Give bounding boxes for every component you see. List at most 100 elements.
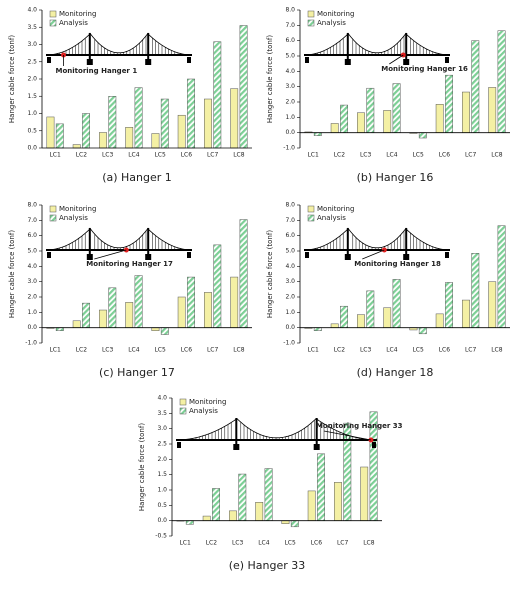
y-tick-label: 0.0	[27, 324, 37, 331]
abutment	[305, 57, 309, 63]
x-tick-label: LC2	[334, 152, 346, 159]
x-tick-label: LC6	[439, 347, 451, 354]
abutment	[187, 252, 191, 258]
bar	[462, 300, 469, 328]
bar	[393, 84, 400, 133]
bar	[334, 482, 341, 520]
bar	[214, 245, 221, 328]
y-tick-label: 2.0	[27, 294, 37, 301]
y-tick-label: 3.0	[285, 278, 295, 285]
bar	[56, 328, 63, 331]
y-axis-label: Hanger cable force (tonf)	[266, 230, 274, 318]
y-tick-label: 0.0	[157, 517, 167, 524]
x-tick-label: LC6	[181, 347, 193, 354]
y-tick-label: 8.0	[285, 202, 295, 209]
bar	[340, 306, 347, 327]
y-tick-label: 6.0	[285, 232, 295, 239]
annotation: Monitoring Hanger 33	[316, 422, 403, 430]
annotation: Monitoring Hanger 18	[354, 260, 441, 268]
annotation: Monitoring Hanger 1	[56, 67, 138, 75]
legend-label: Analysis	[317, 214, 346, 222]
figure: 0.00.51.01.52.02.53.03.54.0Hanger cable …	[0, 0, 517, 598]
y-tick-label: 2.0	[27, 76, 37, 83]
panel-caption: (b) Hanger 16	[357, 171, 434, 184]
bar	[56, 124, 63, 148]
y-tick-label: 4.0	[27, 7, 37, 14]
main-cable	[46, 228, 192, 250]
chart-panel: -1.00.01.02.03.04.05.06.07.08.0Hanger ca…	[266, 7, 510, 185]
y-tick-label: 0.0	[285, 324, 295, 331]
bar	[214, 42, 221, 148]
bar	[265, 469, 272, 521]
y-tick-label: 4.0	[157, 395, 167, 402]
bar	[331, 324, 338, 328]
legend-label: Monitoring	[59, 10, 96, 18]
bar	[256, 502, 263, 520]
bar	[109, 288, 116, 328]
main-cable	[304, 33, 450, 55]
legend-label: Analysis	[317, 19, 346, 27]
pier	[233, 444, 239, 450]
bar	[340, 105, 347, 133]
y-tick-label: -0.5	[155, 533, 167, 540]
bar	[393, 279, 400, 327]
bar	[161, 328, 168, 335]
y-tick-label: 1.0	[285, 309, 295, 316]
panel-caption: (a) Hanger 1	[102, 171, 172, 184]
bar	[186, 521, 193, 525]
legend-swatch	[180, 399, 186, 405]
bar	[317, 454, 324, 521]
y-tick-label: 1.0	[27, 110, 37, 117]
y-axis-label: Hanger cable force (tonf)	[8, 230, 16, 318]
y-tick-label: 4.0	[285, 68, 295, 75]
bar	[82, 114, 89, 149]
abutment	[305, 252, 309, 258]
y-tick-label: 5.0	[285, 53, 295, 60]
main-cable	[304, 228, 450, 250]
bar	[462, 92, 469, 133]
y-tick-label: 2.0	[285, 99, 295, 106]
bar	[419, 328, 426, 334]
bar	[498, 226, 505, 328]
x-tick-label: LC4	[258, 540, 270, 547]
abutment	[187, 57, 191, 63]
bar	[436, 104, 443, 132]
y-tick-label: 0.5	[27, 127, 37, 134]
bar	[99, 310, 106, 328]
bar	[135, 276, 142, 328]
y-tick-label: 5.0	[27, 248, 37, 255]
x-tick-label: LC5	[154, 347, 166, 354]
bar	[331, 123, 338, 132]
x-tick-label: LC1	[49, 152, 61, 159]
x-tick-label: LC4	[386, 347, 398, 354]
y-tick-label: 0.0	[27, 145, 37, 152]
x-tick-label: LC4	[128, 152, 140, 159]
legend-label: Monitoring	[59, 205, 96, 213]
bar	[314, 133, 321, 136]
abutment	[372, 442, 376, 448]
legend-swatch	[308, 11, 314, 17]
y-tick-label: 0.0	[285, 129, 295, 136]
legend-swatch	[180, 408, 186, 414]
legend-swatch	[50, 11, 56, 17]
main-cable	[46, 33, 192, 55]
x-tick-label: LC5	[284, 540, 296, 547]
abutment	[177, 442, 181, 448]
legend-label: Analysis	[189, 407, 218, 415]
legend-label: Monitoring	[317, 10, 354, 18]
annotation: Monitoring Hanger 17	[86, 260, 173, 268]
bar	[436, 314, 443, 328]
bar	[231, 277, 238, 328]
y-tick-label: 7.0	[285, 217, 295, 224]
bar	[489, 87, 496, 132]
y-tick-label: 3.0	[285, 83, 295, 90]
bar	[187, 79, 194, 148]
legend-swatch	[308, 20, 314, 26]
x-tick-label: LC8	[233, 347, 245, 354]
legend-label: Monitoring	[317, 205, 354, 213]
x-tick-label: LC8	[491, 152, 503, 159]
abutment	[445, 57, 449, 63]
x-tick-label: LC7	[207, 347, 219, 354]
abutment	[47, 57, 51, 63]
